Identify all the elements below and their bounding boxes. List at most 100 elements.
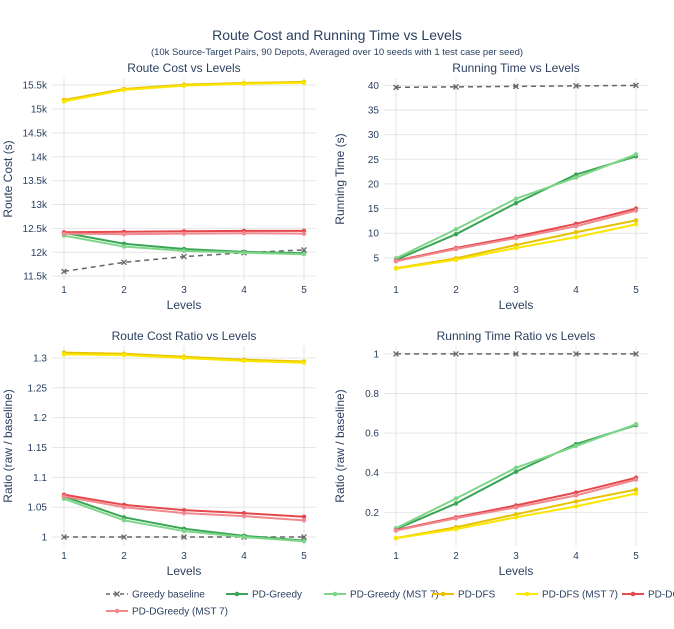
data-point [241, 513, 247, 519]
y-tick-label: 25 [368, 155, 380, 166]
data-point [393, 350, 399, 357]
legend-label: PD-DFS (MST 7) [542, 590, 618, 601]
data-point [453, 231, 459, 237]
data-point [61, 268, 67, 275]
data-point [633, 222, 639, 227]
y-tick-label: 0.2 [365, 508, 379, 519]
panel-title: Route Cost Ratio vs Levels [112, 329, 257, 343]
x-tick-label: 2 [121, 285, 127, 296]
data-point [121, 231, 127, 237]
y-tick-label: 1.05 [28, 503, 48, 514]
data-point [241, 231, 247, 236]
y-axis-label: Running Time (s) [333, 133, 347, 224]
panel-route-cost: 11.5k 12k 12.5k 13k 13.5k 14k 14.5k 15k 15.5k 1 2 3… [1, 61, 316, 312]
data-point [121, 244, 127, 249]
panel-route-cost-ratio: 1 1.05 1.1 1.15 1.2 1.25 1.3 1 2 3 4 5 Route Cost Ra… [1, 329, 316, 578]
data-point [573, 499, 579, 504]
data-point [301, 80, 307, 85]
data-point [301, 534, 307, 541]
data-point [513, 245, 519, 251]
y-tick-label: 10 [368, 229, 380, 240]
legend-label: Greedy baseline [132, 590, 205, 601]
data-point [181, 528, 187, 534]
y-tick-label: 40 [368, 81, 380, 92]
panel-title: Running Time vs Levels [452, 61, 579, 75]
legend-marker [524, 591, 530, 597]
y-tick-label: 15.5k [23, 81, 48, 92]
y-tick-label: 20 [368, 179, 380, 190]
legend-marker [332, 591, 338, 597]
data-point [573, 175, 579, 180]
x-axis-label: Levels [167, 564, 202, 578]
data-point [61, 99, 67, 104]
x-tick-label: 4 [573, 551, 579, 562]
legend-label: PD-DFS [458, 590, 496, 601]
x-tick-label: 3 [513, 551, 519, 562]
x-tick-label: 5 [301, 551, 307, 562]
panel-title: Route Cost vs Levels [127, 61, 240, 75]
data-point [301, 539, 307, 544]
data-point [301, 518, 307, 523]
legend-marker [114, 591, 120, 597]
x-tick-label: 3 [181, 285, 187, 296]
data-point [241, 250, 247, 255]
x-tick-label: 5 [301, 285, 307, 296]
data-point [573, 224, 579, 229]
data-point [453, 257, 459, 262]
data-point [241, 358, 247, 364]
x-tick-label: 1 [393, 551, 399, 562]
legend-marker [234, 591, 240, 597]
data-point [633, 350, 639, 357]
legend-marker [440, 591, 446, 597]
y-axis-label: Route Cost (s) [1, 140, 15, 217]
data-point [573, 82, 579, 89]
data-point [393, 84, 399, 91]
y-tick-label: 13.5k [23, 176, 48, 187]
data-point [121, 534, 127, 541]
y-tick-label: 1.1 [33, 473, 47, 484]
data-point [453, 516, 459, 521]
data-point [453, 350, 459, 357]
y-tick-label: 11.5k [23, 272, 48, 283]
data-point [453, 526, 459, 532]
data-point [573, 234, 579, 240]
x-tick-label: 2 [453, 551, 459, 562]
data-point [121, 518, 127, 523]
y-tick-label: 14k [31, 152, 48, 163]
data-point [513, 196, 519, 201]
y-tick-label: 15k [31, 105, 48, 116]
data-point [513, 83, 519, 90]
data-point [513, 350, 519, 357]
data-point [573, 443, 579, 449]
data-point [61, 494, 67, 499]
data-point [121, 352, 127, 358]
y-tick-label: 15 [368, 204, 380, 215]
data-point [513, 200, 519, 206]
data-point [301, 360, 307, 365]
x-tick-label: 3 [513, 285, 519, 296]
x-tick-label: 1 [61, 285, 67, 296]
data-point [121, 504, 127, 510]
x-tick-label: 4 [573, 285, 579, 296]
data-point [121, 259, 127, 266]
x-tick-label: 5 [633, 551, 639, 562]
data-point [453, 501, 459, 506]
y-tick-label: 12k [31, 248, 48, 259]
x-tick-label: 1 [61, 551, 67, 562]
x-tick-label: 4 [241, 285, 247, 296]
data-point [573, 230, 579, 235]
data-point [393, 535, 399, 541]
data-point [453, 83, 459, 90]
data-point [633, 82, 639, 89]
x-tick-label: 2 [453, 285, 459, 296]
data-point [301, 246, 307, 253]
legend-marker [114, 608, 120, 614]
data-point [453, 496, 459, 501]
legend-label: PD-Greedy (MST 7) [350, 590, 439, 601]
panel-title: Running Time Ratio vs Levels [437, 329, 596, 343]
figure-title: Route Cost and Running Time vs Levels [212, 27, 462, 43]
data-point [301, 252, 307, 257]
data-point [241, 534, 247, 540]
data-point [181, 355, 187, 361]
